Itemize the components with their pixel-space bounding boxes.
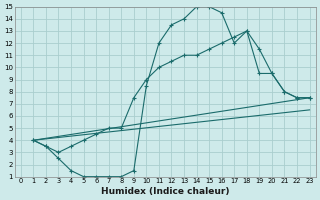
X-axis label: Humidex (Indice chaleur): Humidex (Indice chaleur)	[101, 187, 229, 196]
